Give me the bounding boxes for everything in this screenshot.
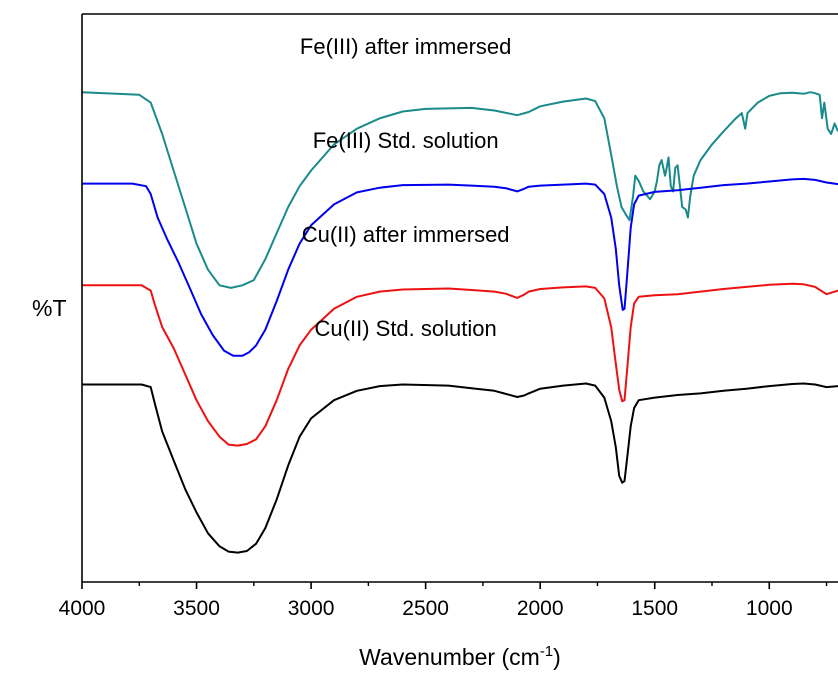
series-label-2: Fe(III) Std. solution bbox=[313, 128, 499, 153]
x-tick-label: 1000 bbox=[746, 597, 793, 620]
x-tick-label: 1500 bbox=[631, 597, 678, 620]
series-line-1 bbox=[81, 91, 838, 289]
x-tick-label: 2000 bbox=[517, 597, 564, 620]
series-label-3: Cu(II) after immersed bbox=[302, 222, 510, 247]
x-axis-label-close: ) bbox=[553, 644, 561, 670]
series-line-3 bbox=[82, 282, 838, 447]
x-tick-label: 3500 bbox=[173, 597, 220, 620]
annotation-layer: Fe(III) after immersed Fe(III) Std. solut… bbox=[300, 34, 511, 341]
y-axis-label: %T bbox=[32, 295, 67, 321]
series-line-4 bbox=[82, 382, 838, 554]
x-tick-label: 4000 bbox=[59, 597, 106, 620]
series-label-1: Fe(III) after immersed bbox=[300, 34, 511, 59]
series-layer bbox=[81, 91, 838, 554]
x-axis-label-main: Wavenumber (cm bbox=[359, 644, 540, 670]
x-tick-label: 3000 bbox=[288, 597, 335, 620]
x-tick-label: 2500 bbox=[402, 597, 449, 620]
series-line-2 bbox=[82, 177, 838, 357]
x-axis-label-superscript: -1 bbox=[540, 643, 553, 660]
series-label-4: Cu(II) Std. solution bbox=[315, 316, 497, 341]
x-ticks: 4000 3500 3000 2500 2000 1500 1000 bbox=[59, 582, 828, 620]
x-axis-label: Wavenumber (cm-1) bbox=[359, 643, 561, 670]
